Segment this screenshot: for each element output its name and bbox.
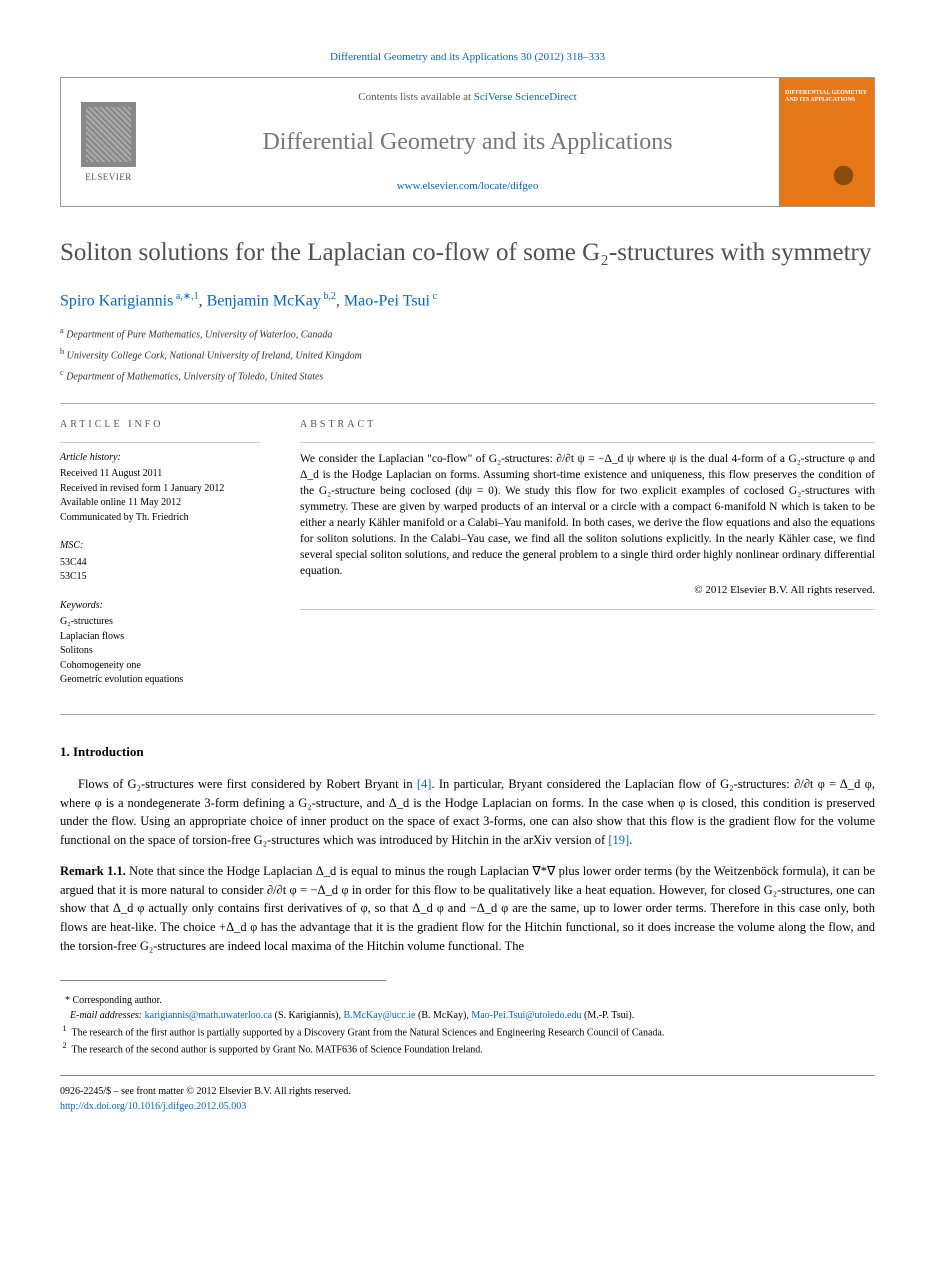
author-marks: c — [430, 291, 437, 302]
abstract-column: ABSTRACT We consider the Laplacian "co-f… — [300, 418, 875, 702]
msc-block: MSC: 53C44 53C15 — [60, 539, 260, 585]
sciencedirect-link[interactable]: SciVerse ScienceDirect — [474, 91, 577, 103]
info-abstract-row: ARTICLE INFO Article history: Received 1… — [60, 418, 875, 702]
footnotes: * Corresponding author. E-mail addresses… — [60, 993, 875, 1058]
journal-name: Differential Geometry and its Applicatio… — [176, 126, 759, 160]
keywords-block: Keywords: G₂-structures Laplacian flows … — [60, 599, 260, 688]
history-item: Communicated by Th. Friedrich — [60, 511, 260, 526]
issn-line: 0926-2245/$ – see front matter © 2012 El… — [60, 1084, 875, 1099]
author-marks: b,2 — [321, 291, 336, 302]
author-marks: a,∗,1 — [173, 291, 198, 302]
msc-label: MSC: — [60, 539, 260, 554]
elsevier-logo: ELSEVIER — [61, 78, 156, 206]
section-heading: 1. Introduction — [60, 743, 875, 761]
keyword: Cohomogeneity one — [60, 659, 260, 674]
journal-cover-thumb: DIFFERENTIAL GEOMETRY AND ITS APPLICATIO… — [779, 78, 874, 206]
locate-link-wrap: www.elsevier.com/locate/difgeo — [176, 179, 759, 194]
remark-paragraph: Remark 1.1. Note that since the Hodge La… — [60, 862, 875, 956]
keyword: Geometric evolution equations — [60, 673, 260, 688]
keyword: Laplacian flows — [60, 630, 260, 645]
divider — [300, 442, 875, 443]
affiliation: a Department of Pure Mathematics, Univer… — [60, 325, 875, 342]
intro-paragraph: Flows of G₂-structures were first consid… — [60, 775, 875, 850]
remark-label: Remark 1.1. — [60, 864, 126, 878]
abstract-heading: ABSTRACT — [300, 418, 875, 432]
article-title: Soliton solutions for the Laplacian co-f… — [60, 237, 875, 270]
funding-note: 2 The research of the second author is s… — [60, 1040, 875, 1057]
authors-line: Spiro Karigiannis a,∗,1, Benjamin McKay … — [60, 290, 875, 313]
elsevier-label: ELSEVIER — [85, 171, 132, 184]
citation-link[interactable]: [19] — [608, 833, 629, 847]
locate-link[interactable]: www.elsevier.com/locate/difgeo — [397, 180, 539, 192]
email-link[interactable]: B.McKay@ucc.ie — [344, 1010, 416, 1021]
journal-reference: Differential Geometry and its Applicatio… — [60, 50, 875, 65]
elsevier-tree-icon — [81, 102, 136, 167]
contents-available: Contents lists available at SciVerse Sci… — [176, 90, 759, 105]
history-item: Received 11 August 2011 — [60, 467, 260, 482]
abstract-copyright: © 2012 Elsevier B.V. All rights reserved… — [300, 583, 875, 598]
history-item: Received in revised form 1 January 2012 — [60, 482, 260, 497]
affiliation: b University College Cork, National Univ… — [60, 346, 875, 363]
history-item: Available online 11 May 2012 — [60, 496, 260, 511]
corresponding-author-note: * Corresponding author. — [60, 993, 875, 1008]
msc-code: 53C44 — [60, 556, 260, 571]
keyword: G₂-structures — [60, 615, 260, 630]
cover-thumb-title: DIFFERENTIAL GEOMETRY AND ITS APPLICATIO… — [785, 90, 874, 103]
bottom-bar: 0926-2245/$ – see front matter © 2012 El… — [60, 1075, 875, 1114]
author-link[interactable]: Benjamin McKay — [207, 292, 321, 309]
journal-reference-link[interactable]: Differential Geometry and its Applicatio… — [330, 51, 605, 63]
funding-note: 1 The research of the first author is pa… — [60, 1023, 875, 1040]
divider — [300, 609, 875, 610]
email-link[interactable]: Mao-Pei.Tsui@utoledo.edu — [471, 1010, 581, 1021]
divider — [60, 714, 875, 715]
citation-link[interactable]: [4] — [417, 777, 432, 791]
divider — [60, 403, 875, 404]
article-history: Article history: Received 11 August 2011… — [60, 451, 260, 526]
email-link[interactable]: karigiannis@math.uwaterloo.ca — [145, 1010, 273, 1021]
email-line: E-mail addresses: karigiannis@math.uwate… — [60, 1008, 875, 1023]
keyword: Solitons — [60, 644, 260, 659]
keywords-label: Keywords: — [60, 599, 260, 614]
contents-prefix: Contents lists available at — [358, 91, 473, 103]
divider — [60, 442, 260, 443]
article-info-heading: ARTICLE INFO — [60, 418, 260, 432]
article-info-column: ARTICLE INFO Article history: Received 1… — [60, 418, 260, 702]
doi-link[interactable]: http://dx.doi.org/10.1016/j.difgeo.2012.… — [60, 1101, 246, 1112]
author-link[interactable]: Mao-Pei Tsui — [344, 292, 430, 309]
footnotes-rule — [60, 980, 386, 989]
header-center: Contents lists available at SciVerse Sci… — [156, 78, 779, 206]
history-label: Article history: — [60, 451, 260, 466]
author-link[interactable]: Spiro Karigiannis — [60, 292, 173, 309]
journal-header: ELSEVIER Contents lists available at Sci… — [60, 77, 875, 207]
abstract-text: We consider the Laplacian "co-flow" of G… — [300, 451, 875, 580]
affiliation: c Department of Mathematics, University … — [60, 367, 875, 384]
msc-code: 53C15 — [60, 570, 260, 585]
